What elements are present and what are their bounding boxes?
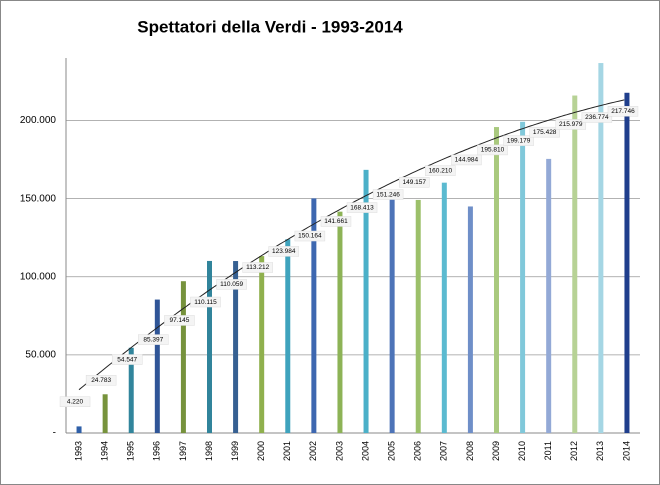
bar (285, 239, 291, 433)
x-tick-label: 1993 (73, 441, 83, 461)
value-label: 85.397 (143, 336, 163, 343)
bar (494, 127, 499, 433)
x-tick-label: 2014 (621, 441, 631, 461)
bar (128, 347, 134, 433)
bar (572, 95, 578, 434)
x-tick-label: 2012 (569, 441, 579, 461)
bar (311, 198, 317, 433)
bar (467, 206, 473, 433)
bar (389, 196, 395, 433)
x-tick-label: 2006 (413, 441, 423, 461)
value-label: 97.145 (169, 317, 189, 324)
x-tick-label: 2008 (465, 441, 475, 461)
value-label: 160.210 (429, 167, 453, 174)
bar (624, 92, 630, 433)
value-label-box (216, 279, 247, 290)
value-label: 141.661 (324, 218, 348, 225)
chart-title: Spettatori della Verdi - 1993-2014 (137, 17, 403, 36)
value-label-box (59, 396, 91, 407)
bar (337, 211, 343, 433)
value-label-box (503, 135, 534, 146)
x-tick-label: 1997 (178, 441, 188, 461)
x-tick-label: 2009 (491, 441, 501, 461)
x-tick-label: 2000 (256, 441, 266, 461)
x-tick-label: 2003 (334, 441, 344, 461)
value-label: 236.774 (585, 114, 609, 121)
value-label-box (607, 106, 639, 117)
value-label-box (529, 126, 560, 138)
bar (363, 169, 369, 434)
value-label: 199.179 (507, 137, 531, 144)
x-tick-label: 2002 (308, 441, 318, 461)
bar (76, 426, 82, 433)
value-label-box (138, 334, 169, 345)
bar (154, 299, 160, 433)
x-tick-label: 2001 (282, 441, 292, 461)
value-label: 110.115 (194, 299, 217, 306)
value-label-box (294, 230, 326, 242)
y-tick-label: - (53, 428, 56, 439)
value-label-box (425, 165, 456, 176)
y-tick-label: 100.000 (20, 271, 57, 282)
x-tick-label: 2013 (595, 441, 605, 461)
value-label: 215.979 (559, 121, 583, 128)
value-label: 195.810 (481, 147, 505, 154)
value-label: 150.164 (298, 233, 322, 240)
value-label-box (85, 374, 117, 386)
bar (233, 261, 239, 433)
value-label-box (581, 112, 613, 123)
value-label-box (398, 176, 430, 188)
x-tick-label: 1996 (152, 441, 162, 461)
value-label-box (555, 119, 587, 130)
value-label: 110.059 (220, 281, 243, 288)
value-label-box (320, 216, 352, 227)
bar (180, 281, 186, 433)
value-label: 144.984 (455, 157, 479, 164)
bar (441, 182, 447, 433)
value-label: 217.746 (611, 108, 635, 115)
value-label-box (190, 296, 221, 308)
x-tick-label: 2004 (360, 441, 370, 461)
bar (546, 158, 552, 434)
value-label: 175.428 (533, 129, 557, 136)
x-tick-label: 1998 (204, 441, 214, 461)
value-label: 4.220 (67, 398, 84, 405)
x-tick-label: 2005 (387, 441, 397, 461)
value-label: 24.783 (91, 377, 111, 384)
value-label-box (477, 144, 508, 156)
bar (102, 394, 108, 433)
value-label-box (268, 246, 300, 257)
x-tick-label: 2010 (517, 441, 527, 461)
value-label-box (242, 262, 273, 273)
value-label: 113.212 (246, 264, 269, 271)
x-tick-label: 2011 (543, 441, 553, 460)
value-label: 151.246 (376, 191, 400, 198)
bar (415, 199, 421, 433)
y-tick-label: 50.000 (25, 350, 56, 361)
bar (598, 63, 604, 434)
y-tick-label: 150.000 (20, 193, 57, 204)
x-tick-label: 1994 (100, 441, 110, 461)
value-label-box (346, 202, 378, 213)
bar (259, 256, 265, 433)
value-label-box (111, 354, 143, 365)
x-tick-label: 1995 (126, 441, 136, 461)
bar (207, 260, 212, 433)
value-label-box (451, 154, 482, 166)
value-label-box (164, 315, 195, 326)
value-label: 54.547 (117, 356, 137, 363)
value-label: 123.984 (272, 248, 296, 255)
value-label-box (372, 189, 404, 200)
y-tick-label: 200.000 (20, 115, 57, 126)
bar (520, 121, 526, 434)
value-label: 149.157 (402, 179, 426, 186)
value-label: 168.413 (350, 204, 374, 211)
x-tick-label: 1999 (230, 441, 240, 461)
x-tick-label: 2007 (439, 441, 449, 461)
